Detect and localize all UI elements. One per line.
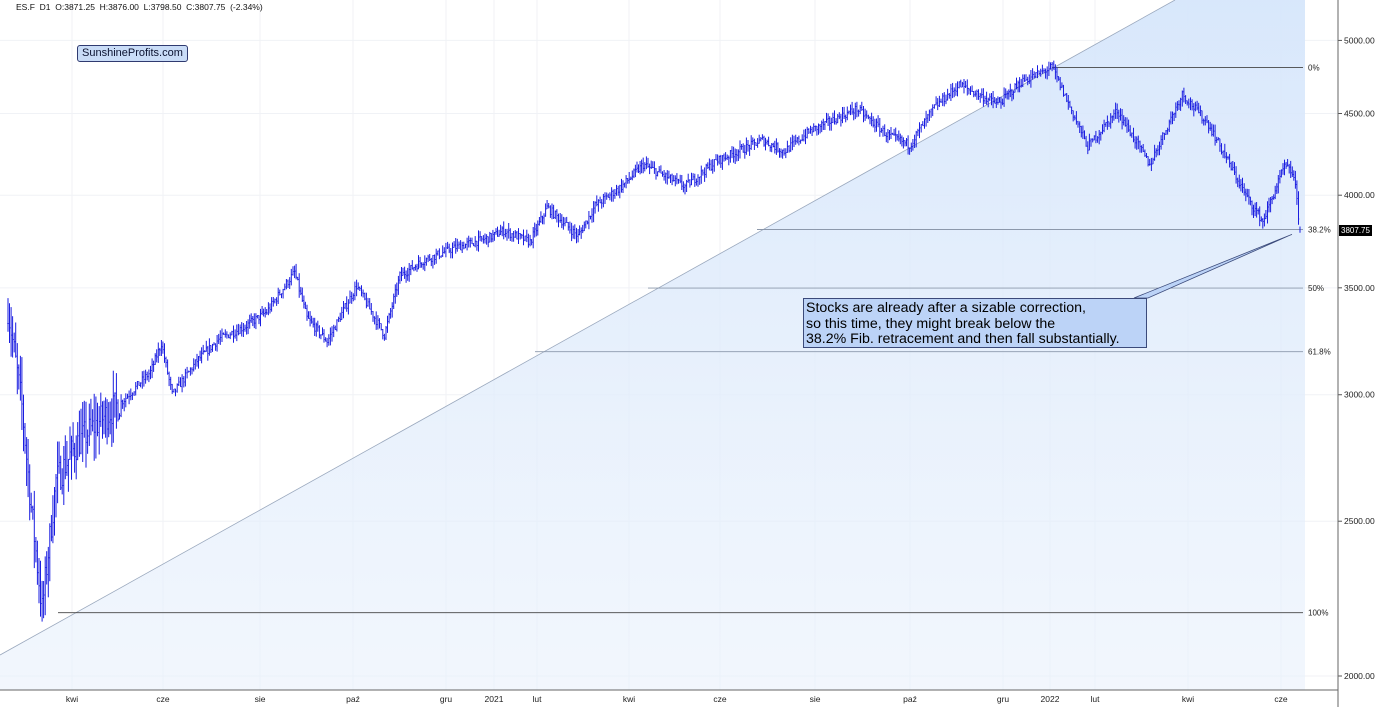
x-tick-label: kwi xyxy=(66,694,78,704)
x-tick-label: cze xyxy=(713,694,727,704)
x-tick-label: kwi xyxy=(623,694,635,704)
y-tick-label: 4500.00 xyxy=(1344,108,1375,118)
x-tick-label: cze xyxy=(1274,694,1288,704)
x-tick-label: cze xyxy=(156,694,170,704)
watermark-logo: SunshineProfits.com xyxy=(77,45,188,62)
y-tick-label: 2000.00 xyxy=(1344,671,1375,681)
y-tick-label: 3000.00 xyxy=(1344,390,1375,400)
last-price-badge: 3807.75 xyxy=(1339,225,1372,236)
x-tick-label: paź xyxy=(346,694,360,704)
x-tick-label: gru xyxy=(440,694,453,704)
x-tick-label: lut xyxy=(533,694,543,704)
symbol-label: ES.F xyxy=(16,2,35,12)
annotation-line-3: 38.2% Fib. retracement and then fall sub… xyxy=(806,331,1120,347)
annotation-line-2: so this time, they might break below the xyxy=(806,315,1056,332)
y-tick-label: 3500.00 xyxy=(1344,283,1375,293)
fib-level-label: 38.2% xyxy=(1308,225,1331,234)
x-tick-label: paź xyxy=(903,694,917,704)
fib-level-label: 50% xyxy=(1308,284,1324,293)
interval-label: D1 xyxy=(39,2,51,12)
fibonacci-retracement: 0% 38.2% 50% 61.8% 100% xyxy=(58,64,1331,618)
y-tick-label: 2500.00 xyxy=(1344,516,1375,526)
trend-channel-fill xyxy=(0,0,1305,690)
fib-level-label: 61.8% xyxy=(1308,348,1331,357)
x-tick-label: 2022 xyxy=(1041,694,1060,704)
trend-shade xyxy=(0,0,1305,690)
fib-level-label: 100% xyxy=(1308,609,1328,618)
x-tick-label: sie xyxy=(255,694,266,704)
fib-level-label: 0% xyxy=(1308,64,1320,73)
price-bars xyxy=(7,60,1301,622)
annotation-line-1: Stocks are already after a sizable corre… xyxy=(806,300,1086,316)
trendline xyxy=(0,0,1176,656)
x-tick-label: lut xyxy=(1091,694,1101,704)
x-tick-label: gru xyxy=(997,694,1010,704)
x-tick-label: kwi xyxy=(1182,694,1194,704)
x-tick-label: 2021 xyxy=(485,694,504,704)
x-tick-label: sie xyxy=(810,694,821,704)
ohlc-readout: O:3871.25 H:3876.00 L:3798.50 C:3807.75 … xyxy=(55,2,263,12)
chart-header: ES.F D1 O:3871.25 H:3876.00 L:3798.50 C:… xyxy=(16,2,263,12)
y-tick-label: 4000.00 xyxy=(1344,190,1375,200)
y-tick-label: 5000.00 xyxy=(1344,35,1375,45)
annotation-box: Stocks are already after a sizable corre… xyxy=(803,298,1147,348)
